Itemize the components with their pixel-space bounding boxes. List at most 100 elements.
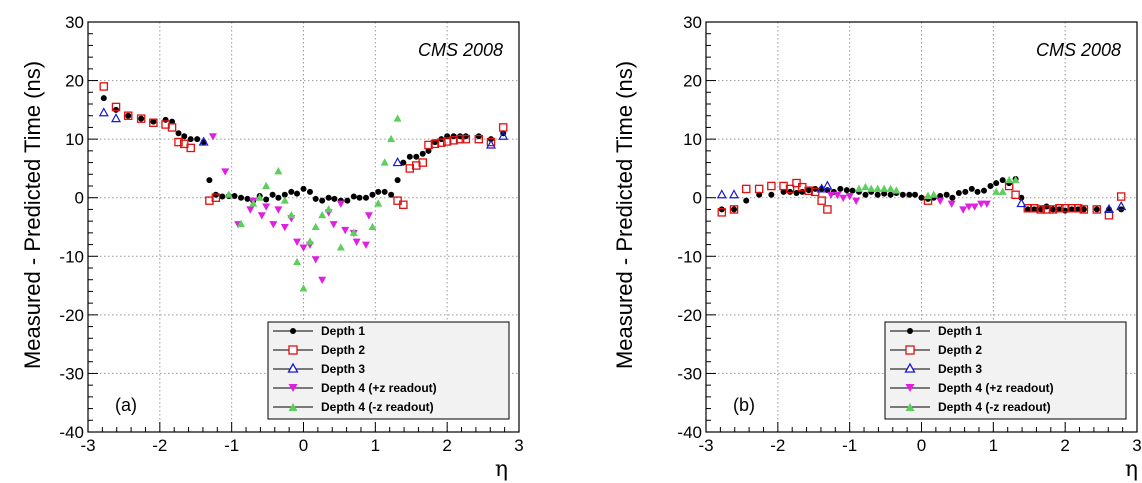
data-point [768,191,775,198]
data-point [294,190,301,197]
data-point [1016,198,1027,208]
y-tick-label: 0 [693,189,702,208]
data-point [980,187,987,194]
series-depth-3 [98,107,509,167]
data-point [475,133,482,140]
y-axis-label: Measured - Predicted Time (ns) [20,61,45,369]
data-point [329,221,338,229]
x-tick-label: 1 [989,436,998,455]
data-point [943,191,950,198]
y-tick-label: 0 [75,189,84,208]
data-point [249,199,258,207]
data-point [805,187,812,194]
data-point [269,221,278,229]
y-tick-label: -20 [677,306,702,325]
data-point [212,191,219,198]
data-point [219,193,226,200]
data-point [262,203,271,211]
data-point [174,137,183,147]
data-point [817,196,826,205]
legend-label: Depth 2 [938,343,982,357]
data-point [731,206,738,213]
data-point [1031,206,1038,213]
data-point [125,112,132,119]
data-point [181,133,188,140]
data-point [318,210,327,219]
cms-watermark: CMS 2008 [418,40,503,60]
data-point [873,184,882,192]
y-tick-label: -20 [59,306,84,325]
legend-entry-depth-1: Depth 1 [273,324,365,338]
data-point [138,115,145,122]
data-point [394,177,401,184]
data-point [843,187,850,194]
legend-entry-depth-4-plus: Depth 4 (+z readout) [890,381,1054,395]
legend-label: Depth 4 (-z readout) [321,400,434,414]
data-point [1023,204,1033,213]
data-point [375,188,382,195]
data-point [300,185,307,192]
y-tick-label: -30 [59,364,84,383]
data-point [823,205,832,214]
data-point [274,167,283,175]
data-point [1011,175,1020,184]
data-point [368,222,377,230]
data-point [837,185,844,192]
data-point [246,206,255,214]
data-point [255,193,264,201]
data-point [804,186,813,195]
data-point [437,138,446,147]
x-tick-label: 1 [371,436,380,455]
data-point [149,118,158,127]
x-tick-label: -3 [698,436,713,455]
data-point [281,191,288,198]
data-point [977,200,986,208]
data-point [1036,205,1045,214]
data-point [275,194,282,201]
data-point [123,111,133,120]
data-point [336,243,345,251]
legend-entry-depth-4-minus: Depth 4 (-z readout) [890,400,1051,414]
data-point [1116,200,1127,211]
x-axis-label: η [1125,457,1138,482]
data-point [486,137,496,147]
data-point [167,123,177,132]
data-point [474,134,484,144]
data-point [311,222,320,230]
data-point [955,190,962,197]
data-point [1011,190,1020,200]
data-point [1042,205,1051,214]
legend-box [884,321,1127,420]
data-point [449,136,458,145]
data-point [754,184,764,194]
data-point [425,147,432,154]
x-tick-label: 3 [514,436,523,455]
data-point [767,181,776,191]
data-point [412,161,421,170]
data-point [743,197,750,204]
data-point [312,195,319,202]
data-point [993,180,1000,187]
data-point [293,257,302,266]
series-depth-4-z-readout [826,191,991,214]
data-point [169,118,176,125]
data-point [729,205,739,214]
y-tick-label: 10 [65,130,84,149]
data-point [867,184,876,192]
legend-label: Depth 1 [321,324,365,338]
data-point [331,195,338,202]
legend-box [267,321,510,420]
data-point [1024,206,1031,213]
data-point [280,224,289,232]
data-point [498,123,508,132]
data-point [1005,175,1014,184]
data-point [949,194,956,201]
data-point [1093,206,1100,213]
x-tick-label: 0 [917,436,926,455]
legend-entry-depth-3: Depth 3 [273,362,365,376]
data-point [912,191,919,198]
legend-entry-depth-2: Depth 2 [273,343,365,357]
data-point [899,191,906,198]
